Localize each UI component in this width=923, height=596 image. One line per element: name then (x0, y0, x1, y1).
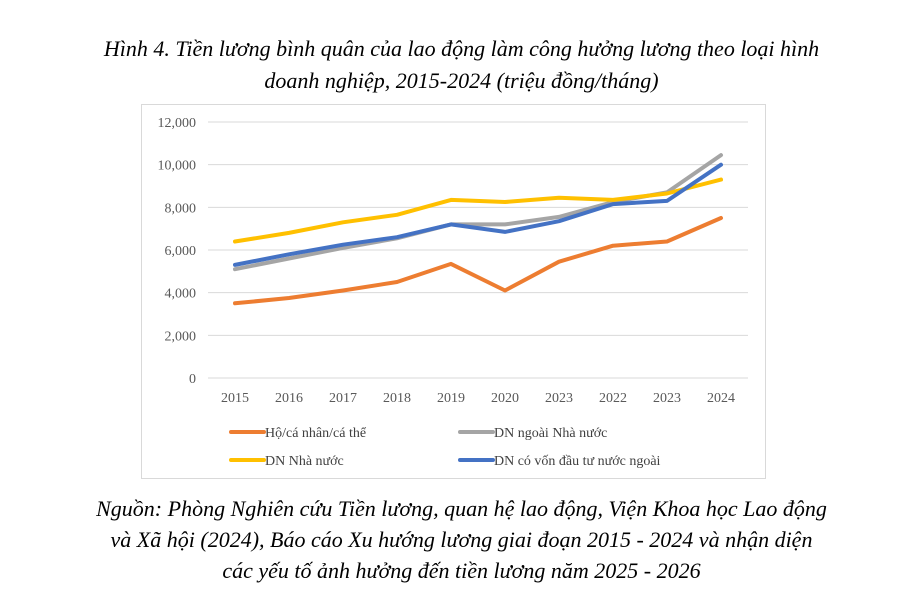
x-tick-label: 2019 (437, 391, 465, 406)
legend-label: DN có vốn đầu tư nước ngoài (494, 454, 661, 469)
series-line (233, 162, 723, 267)
gridlines (208, 121, 748, 379)
chart-area (141, 104, 766, 479)
x-tick-label: 2023 (545, 391, 573, 406)
y-tick-label: 12,000 (158, 116, 197, 131)
figure-source: Nguồn: Phòng Nghiên cứu Tiền lương, quan… (0, 493, 923, 586)
x-tick-label: 2022 (599, 391, 627, 406)
x-tick-label: 2023 (653, 391, 681, 406)
legend-label: Hộ/cá nhân/cá thể (265, 426, 367, 441)
series-line (233, 177, 723, 244)
y-tick-label: 2,000 (165, 329, 197, 344)
legend-label: DN Nhà nước (265, 454, 344, 469)
series-lines (233, 153, 723, 306)
legend-label: DN ngoài Nhà nước (494, 426, 607, 441)
source-line-1: Nguồn: Phòng Nghiên cứu Tiền lương, quan… (96, 496, 827, 521)
legend-item: DN ngoài Nhà nước (458, 426, 607, 441)
x-tick-label: 2015 (221, 391, 249, 406)
y-tick-label: 0 (189, 372, 196, 387)
legend-item: Hộ/cá nhân/cá thể (229, 426, 367, 441)
y-tick-label: 6,000 (165, 244, 197, 259)
y-axis-tick-labels: 0 2,000 4,000 6,000 8,000 10,000 12,000 (158, 116, 197, 387)
y-tick-label: 8,000 (165, 201, 197, 216)
figure-title-line-1: Hình 4. Tiền lương bình quân của lao độn… (103, 36, 820, 61)
x-tick-label: 2020 (491, 391, 519, 406)
source-line-2: và Xã hội (2024), Báo cáo Xu hướng lương… (110, 527, 813, 552)
figure-title-line-2: doanh nghiệp, 2015-2024 (triệu đồng/thán… (264, 68, 659, 93)
series-line (233, 216, 723, 306)
y-tick-label: 4,000 (165, 287, 197, 302)
figure-title: Hình 4. Tiền lương bình quân của lao độn… (0, 33, 923, 97)
x-tick-label: 2024 (707, 391, 735, 406)
x-axis-tick-labels: 2015 2016 2017 2018 2019 2020 2023 2022 2023 2024 (221, 391, 735, 406)
x-tick-label: 2017 (329, 391, 357, 406)
y-tick-label: 10,000 (158, 159, 197, 174)
legend: Hộ/cá nhân/cá thể DN ngoài Nhà nước DN Nhà… (229, 426, 661, 469)
x-tick-label: 2018 (383, 391, 411, 406)
legend-item: DN có vốn đầu tư nước ngoài (458, 454, 661, 469)
x-tick-label: 2016 (275, 391, 303, 406)
legend-item: DN Nhà nước (229, 454, 344, 469)
source-line-3: các yếu tố ảnh hưởng đến tiền lương năm … (222, 558, 701, 583)
